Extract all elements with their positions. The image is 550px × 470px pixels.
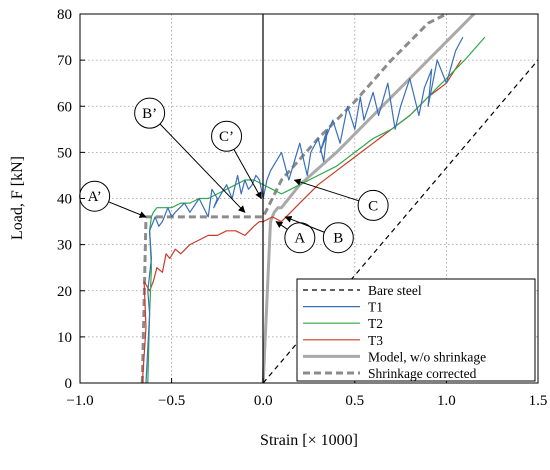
y-tick-label: 60 [57,99,72,115]
y-tick-label: 20 [57,284,72,300]
legend-label: T3 [368,333,383,348]
y-tick-label: 0 [65,376,73,392]
legend-label: T2 [368,316,383,331]
annotation-circle [357,189,389,221]
legend-label: Model, w/o shrinkage [368,349,486,364]
annotation-circle [134,97,166,129]
annotation-arrow [275,221,288,230]
x-axis-label: Strain [× 1000] [260,432,358,449]
y-tick-label: 30 [57,238,72,254]
series-line-shrinkage-corrected [140,14,450,383]
annotation-arrow [159,123,246,213]
x-tick-label: −0.5 [158,393,185,409]
tick-layer: −1.0 −0.5 0.0 0.5 1.0 1.5 0 10 20 30 40 50 60 70 80 [57,7,547,409]
annotation-layer: A’ B’ C’ A B C [79,97,389,254]
x-tick-label: −1.0 [66,393,93,409]
annotation-arrow [108,201,147,218]
y-tick-label: 50 [57,145,72,161]
annotation-circle [322,222,354,254]
annotation-label: B’ [142,106,157,122]
series-line-bare-steel [262,59,538,383]
y-tick-label: 10 [57,330,72,346]
series-line-t1 [145,36,464,383]
y-axis-label: Load, F [kN] [9,156,26,240]
legend-label: Shrinkage corrected [368,366,477,381]
annotation-label: A’ [88,189,102,205]
annotation-label: A [294,231,305,247]
series-line-t3 [141,59,462,383]
y-tick-label: 80 [57,7,72,23]
annotation-arrow [284,215,325,233]
y-tick-label: 40 [57,192,72,208]
annotation-arrow [233,149,262,200]
annotation-label: C [368,198,378,214]
annotation-arrow [293,178,359,202]
legend-label: T1 [368,300,383,315]
annotation-label: B [333,231,343,247]
x-tick-label: 1.0 [437,393,456,409]
y-tick-label: 70 [57,53,72,69]
series-layer [140,14,538,383]
legend-label: Bare steel [368,283,422,298]
x-tick-label: 1.5 [529,393,548,409]
legend-box [296,278,536,382]
annotation-label: C’ [219,129,234,145]
x-tick-label: 0.0 [254,393,273,409]
x-tick-label: 0.5 [345,393,364,409]
annotation-circle [211,120,243,152]
